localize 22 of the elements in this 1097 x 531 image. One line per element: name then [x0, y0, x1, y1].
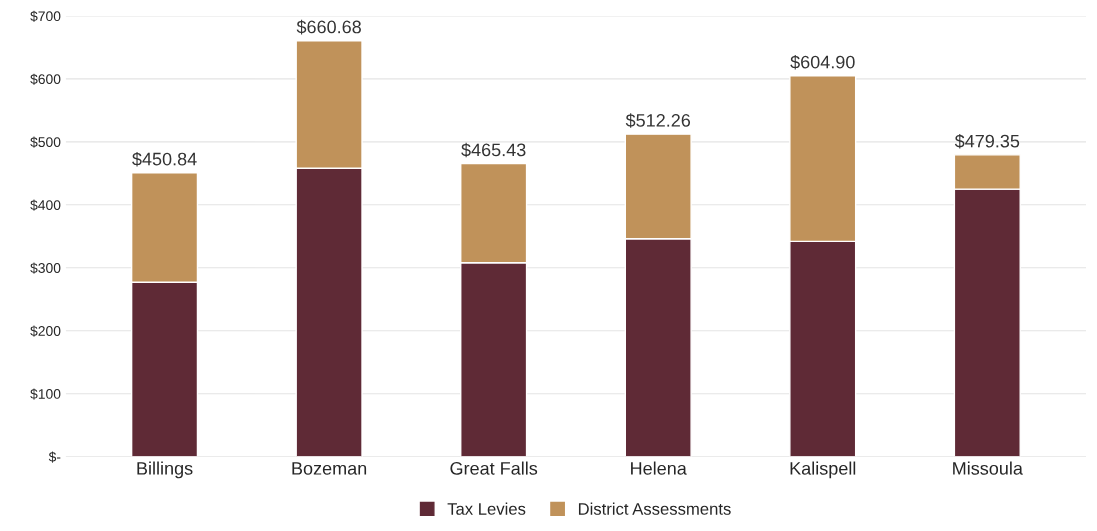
- total-label: $479.35: [954, 133, 1020, 149]
- total-label: $465.43: [461, 142, 526, 158]
- y-tick-label: $-: [48, 451, 61, 463]
- x-tick-label: Bozeman: [292, 462, 367, 475]
- legend-label: Tax Levies: [447, 502, 526, 515]
- total-label: $450.84: [132, 151, 197, 167]
- total-label: $660.68: [296, 19, 361, 35]
- total-label: $604.90: [790, 54, 855, 70]
- y-tick-label: $400: [30, 199, 61, 211]
- y-tick-label: $500: [30, 136, 61, 148]
- legend-label: District Assessments: [578, 502, 731, 515]
- y-tick-label: $200: [30, 325, 61, 337]
- y-tick-label: $300: [30, 262, 61, 274]
- x-tick-label: Missoula: [953, 461, 1023, 475]
- x-tick-label: Helena: [631, 461, 687, 475]
- y-tick-label: $600: [30, 73, 61, 85]
- y-tick-label: $700: [30, 10, 61, 22]
- x-tick-label: Great Falls: [450, 461, 538, 475]
- x-tick-label: Billings: [137, 461, 193, 479]
- x-tick-label: Kalispell: [790, 461, 856, 479]
- y-tick-label: $100: [30, 388, 61, 400]
- total-label: $512.26: [625, 113, 691, 128]
